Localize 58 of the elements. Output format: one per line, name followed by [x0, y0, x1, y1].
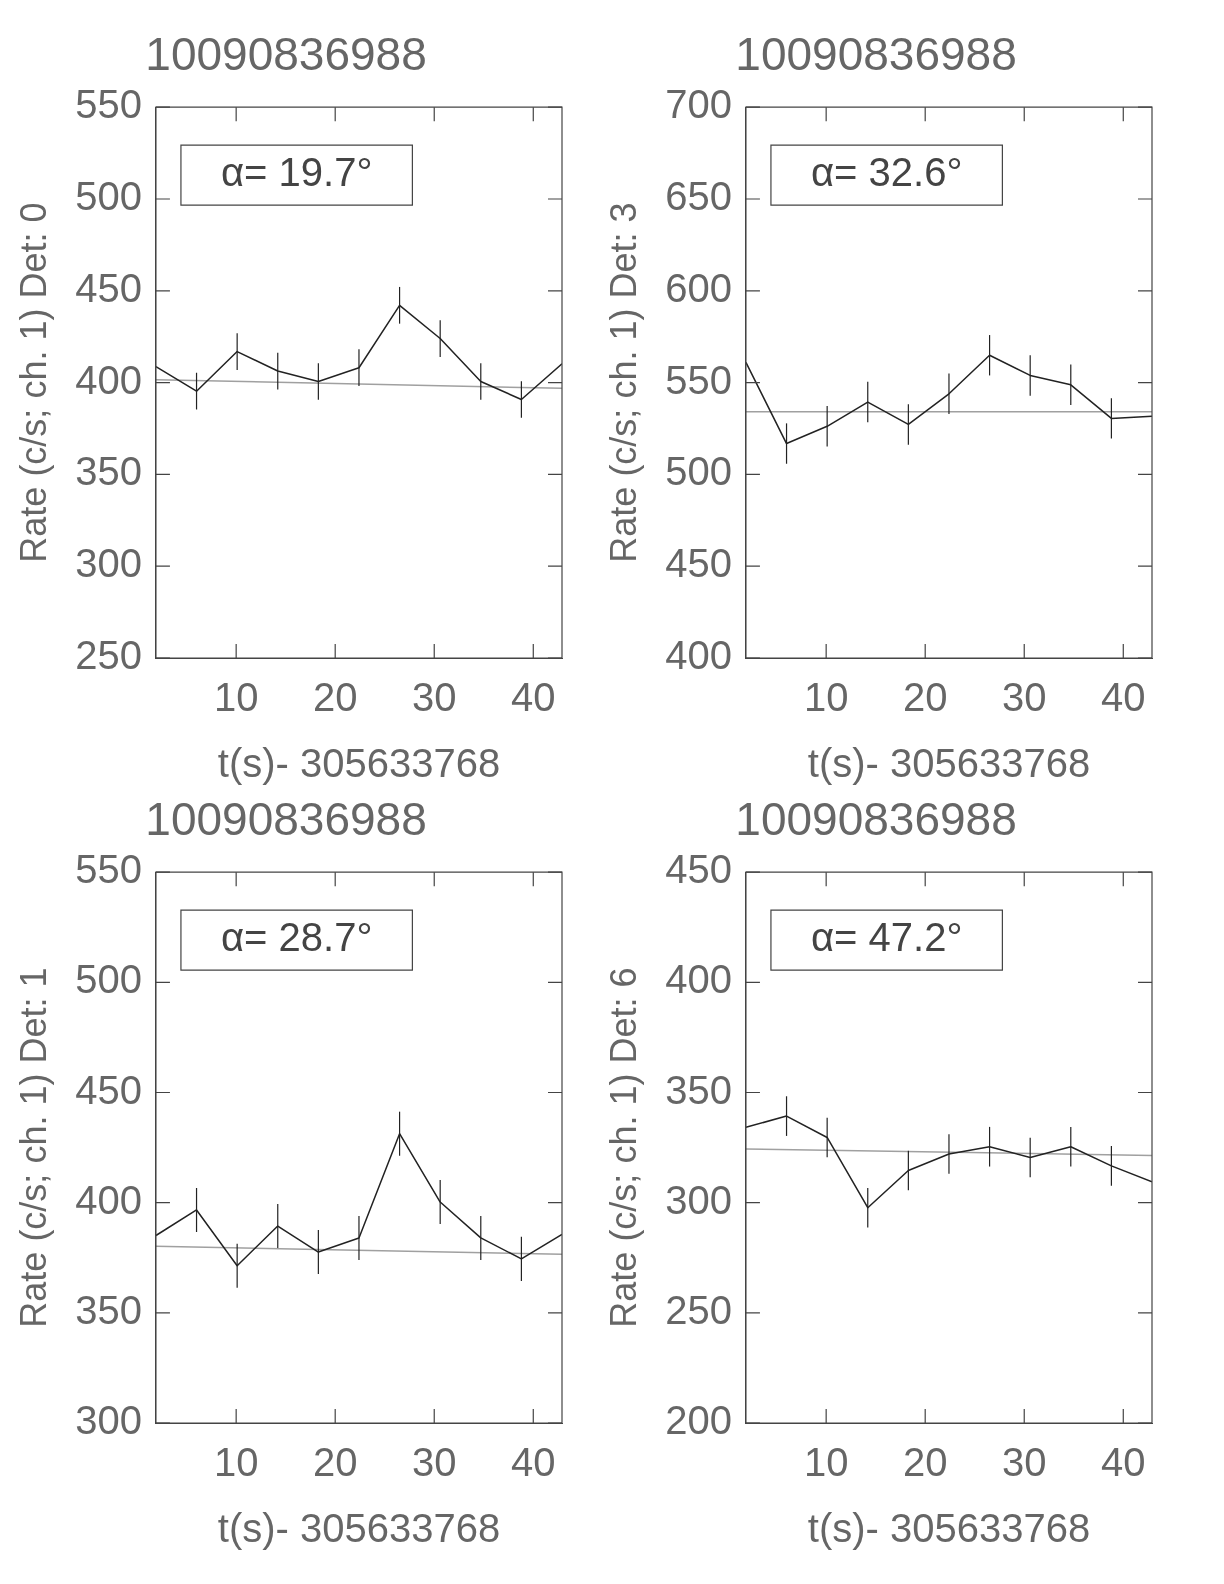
- y-tick-label: 500: [75, 957, 142, 1002]
- annotation: α= 47.2°: [810, 915, 963, 960]
- x-tick-label: 30: [1001, 1440, 1047, 1485]
- y-tick-label: 400: [665, 957, 732, 1002]
- y-tick-label: 550: [665, 357, 732, 402]
- chart-title: 10090836988: [735, 28, 1017, 81]
- x-tick-label: 10: [803, 675, 849, 720]
- y-tick-label: 200: [665, 1398, 732, 1443]
- y-axis-title: Rate (c/s; ch. 1) Det: 3: [602, 202, 644, 563]
- x-tick-label: 40: [511, 1440, 556, 1485]
- y-axis-title: Rate (c/s; ch. 1) Det: 1: [12, 967, 54, 1328]
- y-tick-label: 350: [665, 1067, 732, 1112]
- annotation: α= 32.6°: [810, 150, 963, 195]
- x-tick-label: 30: [411, 675, 457, 720]
- y-tick-label: 450: [75, 265, 142, 310]
- annotation: α= 19.7°: [220, 150, 373, 195]
- annotation: α= 28.7°: [220, 915, 373, 960]
- x-tick-label: 40: [1101, 1440, 1146, 1485]
- y-tick-label: 350: [75, 449, 142, 494]
- x-tick-label: 30: [1001, 675, 1047, 720]
- y-axis-title: Rate (c/s; ch. 1) Det: 6: [602, 967, 644, 1328]
- y-tick-label: 450: [665, 847, 732, 892]
- y-axis-title: Rate (c/s; ch. 1) Det: 0: [12, 202, 54, 563]
- x-tick-label: 20: [312, 1440, 358, 1485]
- x-tick-label: 20: [902, 1440, 948, 1485]
- x-axis-title: t(s)- 305633768: [217, 741, 501, 786]
- y-tick-label: 250: [75, 633, 142, 678]
- chart-title: 10090836988: [145, 793, 427, 846]
- x-axis-title: t(s)- 305633768: [807, 741, 1091, 786]
- y-tick-label: 300: [75, 541, 142, 586]
- y-tick-label: 550: [75, 847, 142, 892]
- chart-title: 10090836988: [145, 28, 427, 81]
- x-tick-label: 40: [511, 675, 556, 720]
- x-tick-label: 10: [213, 675, 259, 720]
- x-tick-label: 20: [902, 675, 948, 720]
- y-tick-label: 400: [665, 633, 732, 678]
- y-tick-label: 350: [75, 1287, 142, 1332]
- x-axis-title: t(s)- 305633768: [807, 1506, 1091, 1551]
- y-tick-label: 700: [665, 82, 732, 127]
- x-tick-label: 40: [1101, 675, 1146, 720]
- y-tick-label: 450: [75, 1067, 142, 1112]
- y-tick-label: 300: [75, 1398, 142, 1443]
- y-tick-label: 600: [665, 265, 732, 310]
- y-tick-label: 300: [665, 1177, 732, 1222]
- x-tick-label: 20: [312, 675, 358, 720]
- y-tick-label: 400: [75, 1177, 142, 1222]
- y-tick-label: 400: [75, 357, 142, 402]
- y-tick-label: 550: [75, 82, 142, 127]
- x-tick-label: 10: [803, 1440, 849, 1485]
- y-tick-label: 250: [665, 1287, 732, 1332]
- y-tick-label: 450: [665, 541, 732, 586]
- x-tick-label: 10: [213, 1440, 259, 1485]
- y-tick-label: 500: [665, 449, 732, 494]
- y-tick-label: 500: [75, 174, 142, 219]
- x-tick-label: 30: [411, 1440, 457, 1485]
- x-axis-title: t(s)- 305633768: [217, 1506, 501, 1551]
- chart-title: 10090836988: [735, 793, 1017, 846]
- y-tick-label: 650: [665, 174, 732, 219]
